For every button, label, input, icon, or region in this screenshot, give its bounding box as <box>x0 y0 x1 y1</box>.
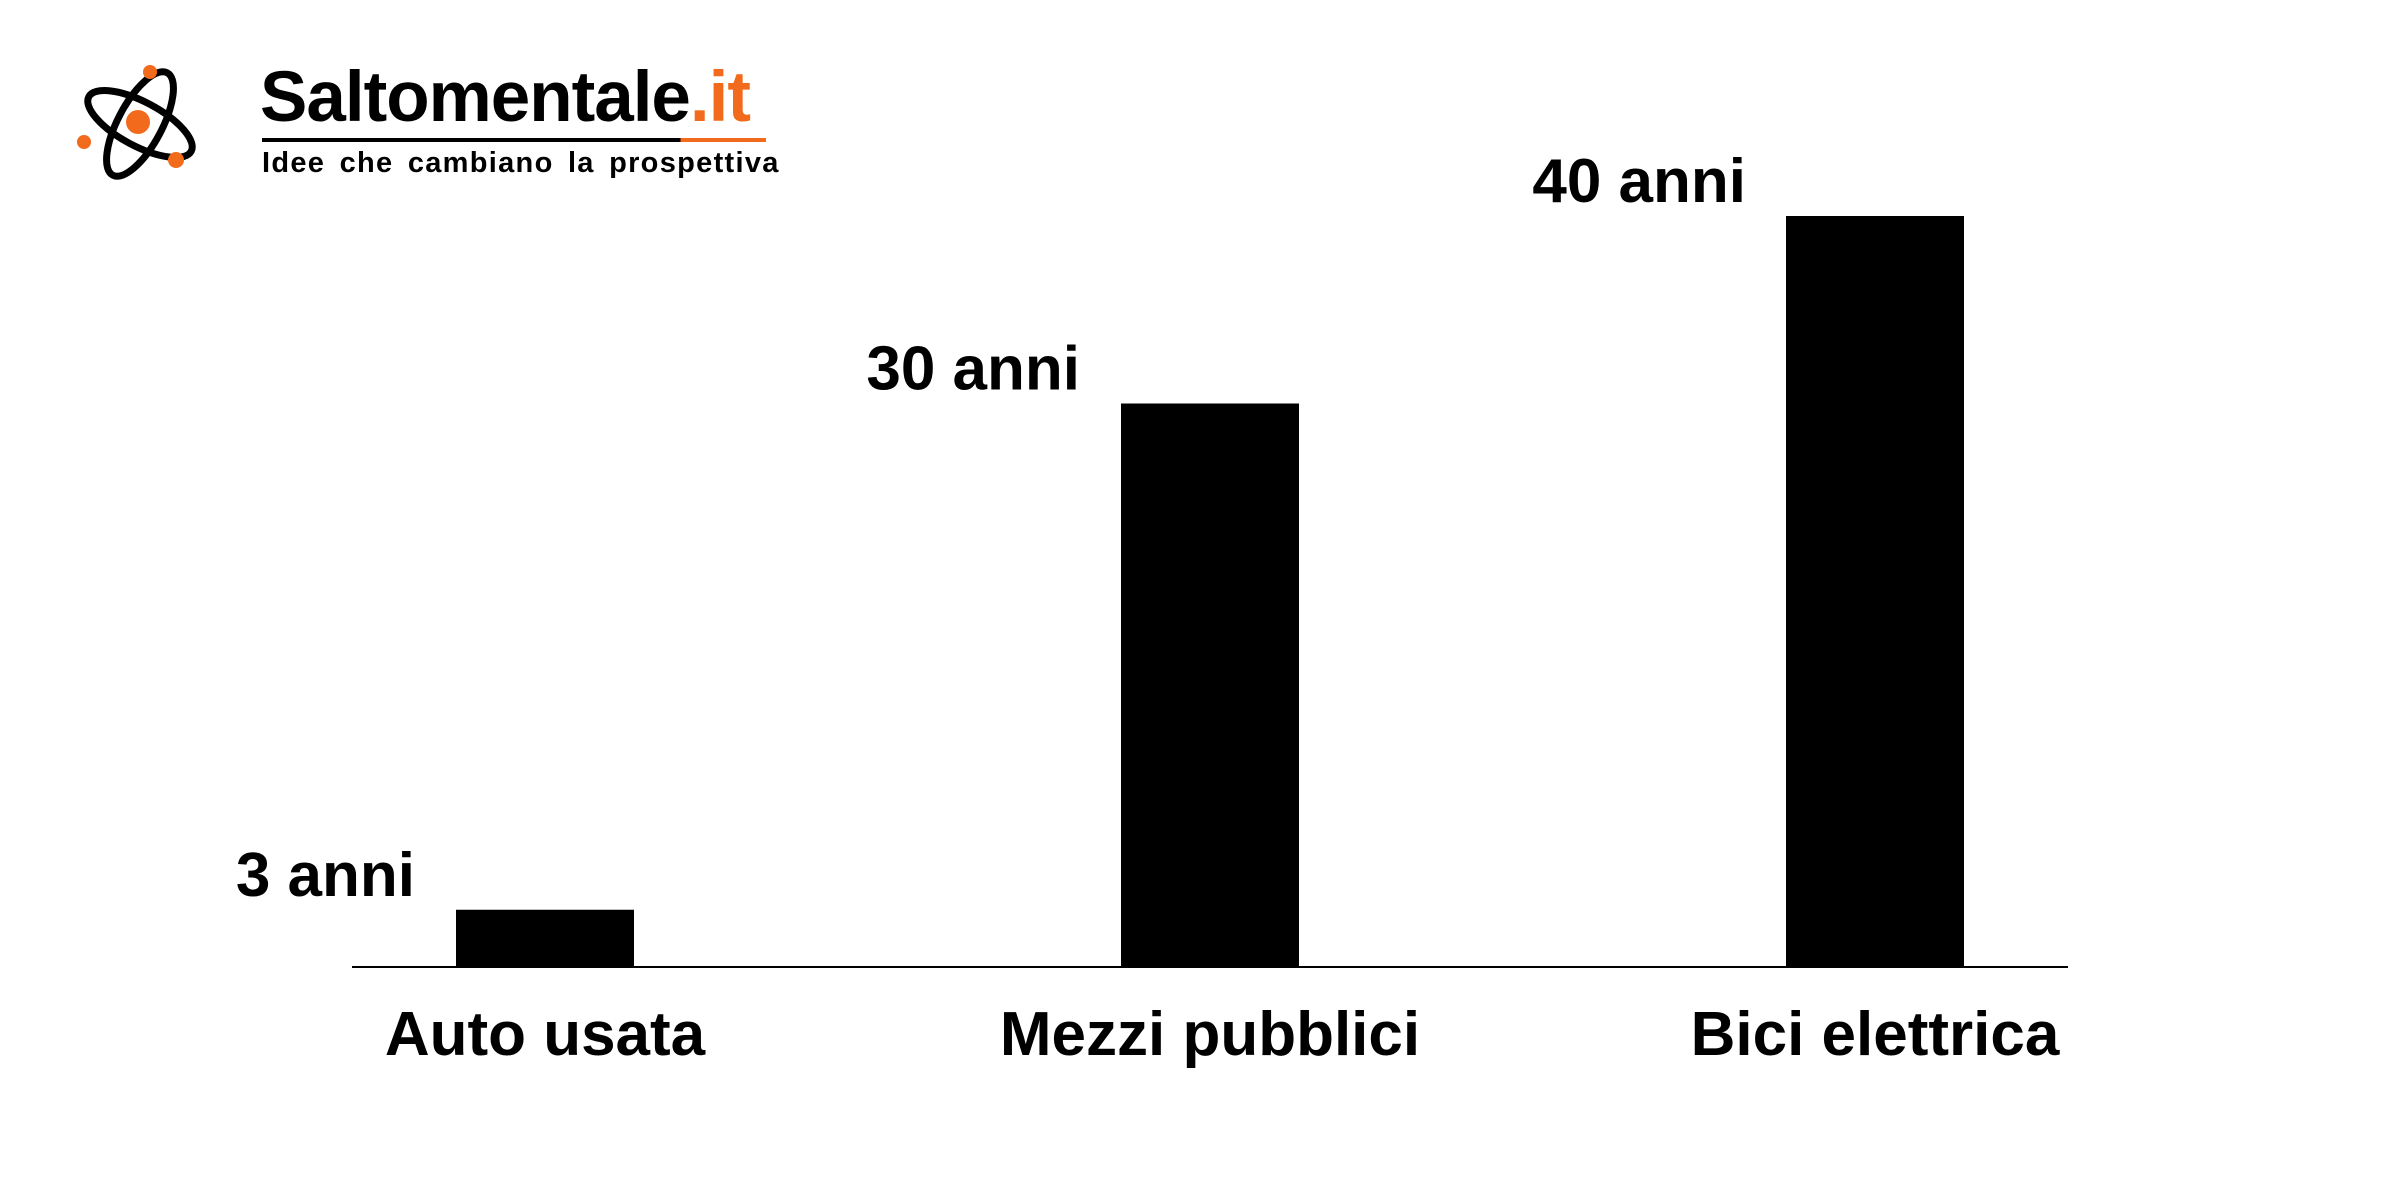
brand-name: Saltomentale.it <box>260 62 751 133</box>
data-label: 3 anni <box>236 841 415 910</box>
bar <box>456 909 634 966</box>
category-label: Bici elettrica <box>1691 1000 2060 1069</box>
brand-name-main: Saltomentale <box>260 58 691 137</box>
category-label: Mezzi pubblici <box>1000 1000 1420 1069</box>
brand-header: Saltomentale.it Idee che cambiano la pro… <box>72 56 792 196</box>
data-label: 30 anni <box>866 335 1080 404</box>
category-label: Auto usata <box>385 1000 706 1069</box>
data-label: 40 anni <box>1532 147 1746 216</box>
brand-name-tld: .it <box>689 58 751 137</box>
bar <box>1786 216 1964 966</box>
bar <box>1121 403 1299 966</box>
brand-tagline: Idee che cambiano la prospettiva <box>262 147 780 179</box>
brand-underline <box>262 138 766 142</box>
atom-icon <box>77 65 196 180</box>
